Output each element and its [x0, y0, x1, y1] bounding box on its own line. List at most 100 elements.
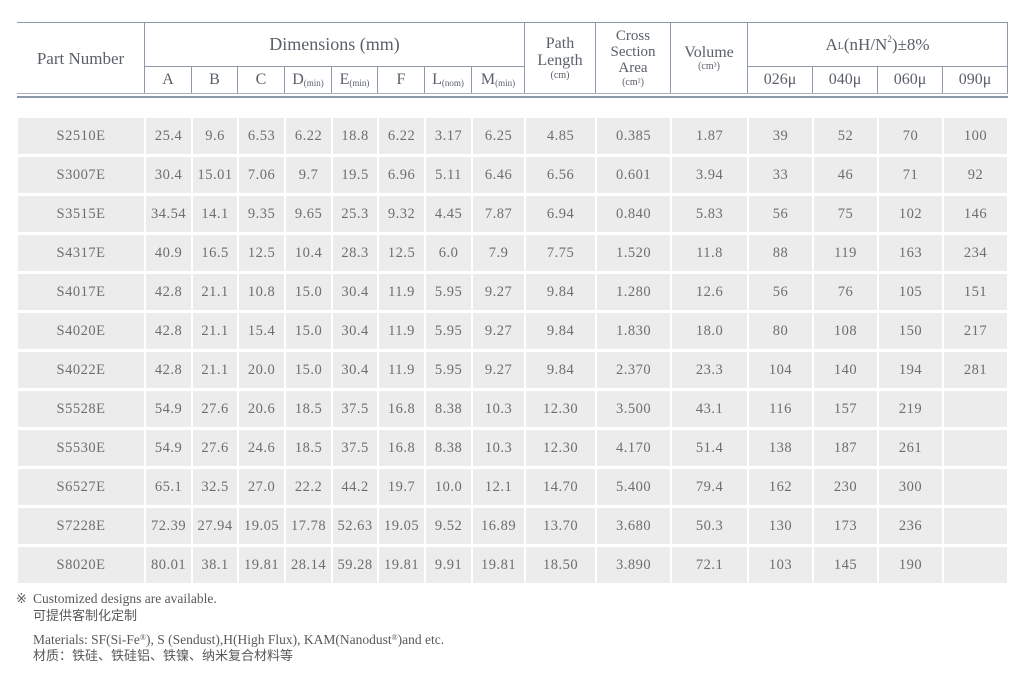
note-customized-en: ※ Customized designs are available.	[16, 591, 444, 608]
cell-d-min: 15.0	[285, 313, 332, 349]
cell-a: 30.4	[145, 157, 192, 193]
cell-c: 15.4	[238, 313, 285, 349]
cell-c: 10.8	[238, 274, 285, 310]
cell-b: 9.6	[192, 118, 238, 154]
al-title-mid: (nH/N	[843, 34, 888, 54]
cell-f: 12.5	[378, 235, 425, 271]
cell-a: 42.8	[145, 313, 192, 349]
al-title-pre: A	[825, 34, 838, 54]
cell-al-060u: 261	[878, 430, 943, 466]
col-c-label: C	[255, 71, 267, 89]
cell-volume: 50.3	[671, 508, 748, 544]
cell-al-090u	[943, 391, 1008, 427]
cell-b: 38.1	[192, 547, 238, 583]
cell-b: 16.5	[192, 235, 238, 271]
cell-e-min: 30.4	[332, 274, 378, 310]
cell-e-min: 37.5	[332, 430, 378, 466]
cell-cross-section: 1.280	[596, 274, 671, 310]
cell-e-min: 28.3	[332, 235, 378, 271]
cell-c: 20.6	[238, 391, 285, 427]
header-col-b: B	[192, 67, 238, 94]
cell-al-026u: 162	[748, 469, 813, 505]
cell-c: 27.0	[238, 469, 285, 505]
header-col-c: C	[238, 67, 285, 94]
cell-al-040u: 52	[813, 118, 878, 154]
cross-section-line2: Section	[610, 44, 656, 61]
cell-part-number: S7228E	[17, 508, 145, 544]
cell-d-min: 18.5	[285, 430, 332, 466]
cross-section-line1: Cross	[615, 28, 651, 45]
cell-b: 14.1	[192, 196, 238, 232]
cell-b: 32.5	[192, 469, 238, 505]
cell-volume: 5.83	[671, 196, 748, 232]
cell-m-min: 10.3	[472, 391, 525, 427]
cell-path-length: 12.30	[525, 391, 596, 427]
cell-d-min: 6.22	[285, 118, 332, 154]
cell-m-min: 12.1	[472, 469, 525, 505]
cell-path-length: 13.70	[525, 508, 596, 544]
cell-path-length: 6.56	[525, 157, 596, 193]
cell-m-min: 7.87	[472, 196, 525, 232]
header-col-040u: 040μ	[813, 67, 878, 94]
cell-al-026u: 104	[748, 352, 813, 388]
cell-f: 9.32	[378, 196, 425, 232]
header-col-026u: 026μ	[748, 67, 813, 94]
footnotes: ※ Customized designs are available. 可提供客制…	[16, 591, 444, 666]
col-090u-label: 090μ	[958, 71, 992, 89]
cell-volume: 72.1	[671, 547, 748, 583]
cell-path-length: 14.70	[525, 469, 596, 505]
col-l-label: L	[432, 71, 442, 89]
cell-path-length: 12.30	[525, 430, 596, 466]
cell-e-min: 44.2	[332, 469, 378, 505]
cell-volume: 43.1	[671, 391, 748, 427]
cell-f: 16.8	[378, 430, 425, 466]
col-m-subscript: (min)	[495, 77, 516, 88]
cell-c: 19.81	[238, 547, 285, 583]
cell-d-min: 28.14	[285, 547, 332, 583]
cell-al-090u: 234	[943, 235, 1008, 271]
cell-a: 80.01	[145, 547, 192, 583]
cell-l-nom: 5.11	[425, 157, 472, 193]
cell-b: 21.1	[192, 352, 238, 388]
col-040u-label: 040μ	[828, 71, 862, 89]
cell-e-min: 52.63	[332, 508, 378, 544]
cell-a: 65.1	[145, 469, 192, 505]
cell-part-number: S4017E	[17, 274, 145, 310]
cell-al-060u: 102	[878, 196, 943, 232]
cell-m-min: 9.27	[472, 274, 525, 310]
cell-m-min: 16.89	[472, 508, 525, 544]
cell-l-nom: 10.0	[425, 469, 472, 505]
cell-volume: 18.0	[671, 313, 748, 349]
cell-l-nom: 6.0	[425, 235, 472, 271]
cross-section-line3: Area	[618, 59, 648, 76]
cell-al-040u: 75	[813, 196, 878, 232]
col-060u-label: 060μ	[893, 71, 927, 89]
cell-al-026u: 33	[748, 157, 813, 193]
cell-c: 19.05	[238, 508, 285, 544]
col-m-label: M	[480, 71, 496, 89]
cell-c: 24.6	[238, 430, 285, 466]
cell-al-040u: 173	[813, 508, 878, 544]
cell-part-number: S3515E	[17, 196, 145, 232]
cell-cross-section: 3.890	[596, 547, 671, 583]
al-title-subscript: L	[837, 41, 844, 53]
cell-al-026u: 103	[748, 547, 813, 583]
cell-part-number: S3007E	[17, 157, 145, 193]
header-path-length: Path Length (cm)	[525, 23, 596, 94]
cell-al-060u: 300	[878, 469, 943, 505]
header-col-d-min: D (min)	[285, 67, 332, 94]
cell-m-min: 9.27	[472, 313, 525, 349]
cell-path-length: 9.84	[525, 352, 596, 388]
cell-volume: 23.3	[671, 352, 748, 388]
path-length-unit: (cm)	[550, 69, 570, 81]
cell-al-090u	[943, 430, 1008, 466]
cell-l-nom: 9.52	[425, 508, 472, 544]
cell-cross-section: 3.680	[596, 508, 671, 544]
cell-al-040u: 145	[813, 547, 878, 583]
cell-cross-section: 2.370	[596, 352, 671, 388]
cell-m-min: 7.9	[472, 235, 525, 271]
cell-l-nom: 3.17	[425, 118, 472, 154]
materials-text-a: Materials: SF(Si-Fe	[33, 632, 140, 648]
cell-f: 19.7	[378, 469, 425, 505]
